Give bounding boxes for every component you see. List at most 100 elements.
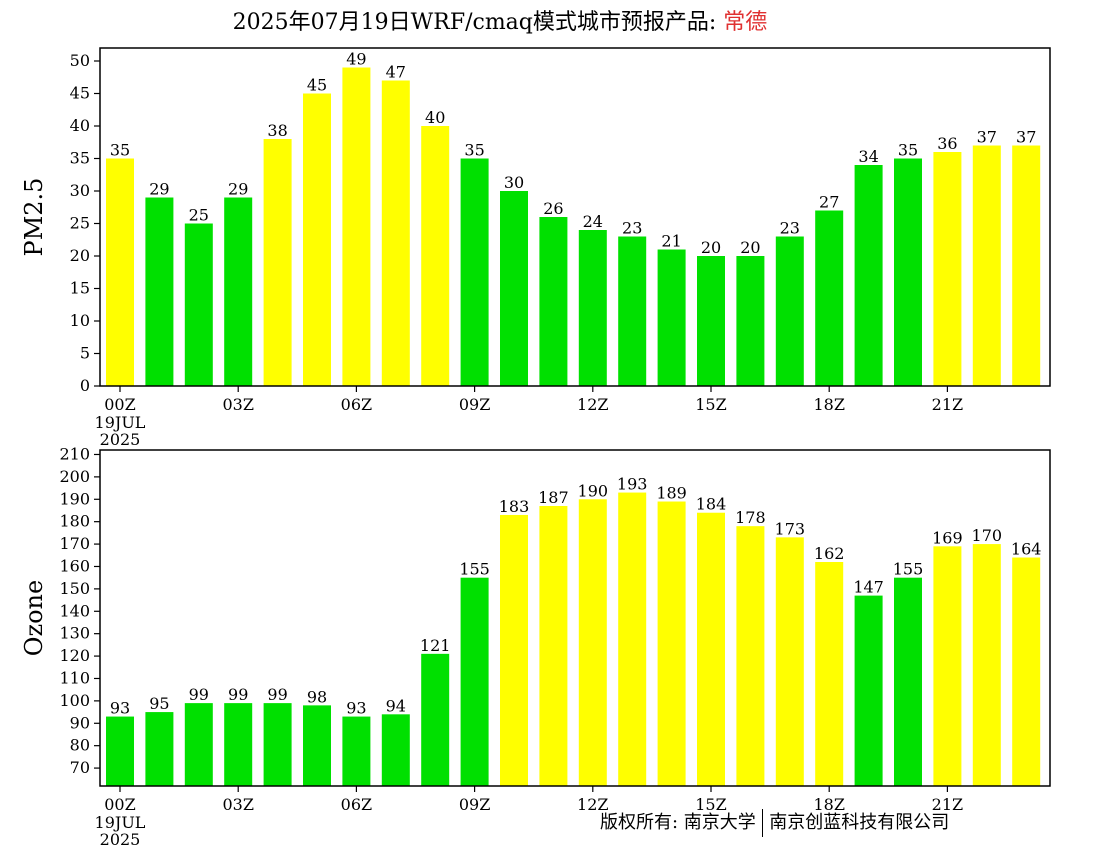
ozone-y-tick-label: 110 bbox=[59, 668, 90, 687]
ozone-bar bbox=[657, 501, 686, 786]
ozone-value-label: 94 bbox=[386, 696, 406, 715]
ozone-value-label: 147 bbox=[853, 578, 884, 597]
pm25-bar bbox=[421, 126, 450, 386]
ozone-value-label: 155 bbox=[459, 560, 490, 579]
pm25-y-tick-label: 5 bbox=[80, 344, 90, 363]
pm25-value-label: 40 bbox=[425, 108, 445, 127]
pm25-value-label: 30 bbox=[504, 173, 524, 192]
pm25-value-label: 25 bbox=[189, 206, 209, 225]
pm25-bar bbox=[618, 236, 647, 386]
ozone-value-label: 95 bbox=[149, 694, 169, 713]
ozone-plot-frame bbox=[99, 449, 1051, 787]
pm25-x-tick-label: 21Z bbox=[932, 395, 963, 414]
pm25-value-label: 47 bbox=[386, 63, 406, 82]
ozone-bar bbox=[303, 705, 331, 786]
pm25-bar bbox=[145, 197, 174, 386]
ozone-value-label: 164 bbox=[1011, 540, 1042, 559]
chart-title: 2025年07月19日WRF/cmaq模式城市预报产品: 常德 bbox=[0, 4, 1000, 36]
pm25-bar bbox=[578, 230, 607, 386]
pm25-y-tick-label: 10 bbox=[70, 311, 90, 330]
pm25-y-tick-label: 40 bbox=[70, 116, 90, 135]
pm25-value-label: 20 bbox=[701, 238, 721, 257]
ozone-y-tick-label: 120 bbox=[59, 646, 90, 665]
ozone-x-tick-label: 12Z bbox=[577, 795, 608, 814]
company-text: 南京创蓝科技有限公司 bbox=[769, 812, 950, 833]
ozone-value-label: 170 bbox=[972, 526, 1003, 545]
ozone-bar bbox=[854, 595, 883, 786]
ozone-bar bbox=[106, 716, 134, 786]
pm25-x-tick-label: 09Z bbox=[459, 395, 490, 414]
pm25-bar bbox=[697, 256, 725, 386]
ozone-x-tick-label: 09Z bbox=[459, 795, 490, 814]
ozone-value-label: 190 bbox=[578, 481, 609, 500]
pm25-bar bbox=[303, 93, 331, 386]
pm25-x-tick-label: 00Z bbox=[104, 395, 135, 414]
ozone-value-label: 178 bbox=[735, 508, 766, 527]
pm25-bar bbox=[933, 152, 962, 386]
pm25-value-label: 35 bbox=[898, 141, 918, 160]
ozone-bar bbox=[500, 514, 528, 786]
ozone-y-tick-label: 210 bbox=[59, 444, 90, 463]
pm25-value-label: 35 bbox=[464, 141, 484, 160]
ozone-date-label: 2025 bbox=[100, 830, 141, 849]
ozone-y-tick-label: 160 bbox=[59, 556, 90, 575]
ozone-value-label: 189 bbox=[656, 484, 687, 503]
pm25-value-label: 45 bbox=[307, 76, 327, 95]
pm25-y-tick-label: 20 bbox=[70, 246, 90, 265]
pm25-bar bbox=[224, 197, 253, 386]
pm25-bar bbox=[657, 249, 686, 386]
ozone-bar bbox=[381, 714, 410, 786]
pm25-date-label: 2025 bbox=[100, 430, 141, 449]
pm25-plot-frame bbox=[99, 47, 1051, 387]
ozone-bar bbox=[224, 703, 253, 786]
pm25-value-label: 36 bbox=[937, 134, 957, 153]
pm25-value-label: 24 bbox=[583, 212, 603, 231]
ozone-x-tick-label: 00Z bbox=[104, 795, 135, 814]
ozone-value-label: 93 bbox=[110, 699, 130, 718]
ozone-y-tick-label: 180 bbox=[59, 512, 90, 531]
pm25-y-tick-label: 0 bbox=[80, 376, 90, 395]
ozone-value-label: 121 bbox=[420, 636, 451, 655]
pm25-value-label: 49 bbox=[346, 50, 366, 69]
pm25-y-tick-label: 25 bbox=[70, 214, 90, 233]
ozone-value-label: 187 bbox=[538, 488, 569, 507]
pm25-bar bbox=[854, 165, 883, 386]
ozone-bar bbox=[697, 512, 725, 786]
ozone-value-label: 93 bbox=[346, 699, 366, 718]
ozone-bar bbox=[1012, 557, 1041, 786]
ozone-x-tick-label: 18Z bbox=[813, 795, 844, 814]
ozone-value-label: 98 bbox=[307, 687, 327, 706]
pm25-value-label: 23 bbox=[622, 219, 642, 238]
copyright-footer: 版权所有: 南京大学 南京创蓝科技有限公司 bbox=[600, 808, 949, 837]
ozone-x-tick-label: 21Z bbox=[932, 795, 963, 814]
pm25-value-label: 21 bbox=[661, 232, 681, 251]
ozone-y-tick-label: 70 bbox=[70, 758, 90, 777]
pm25-value-label: 23 bbox=[780, 219, 800, 238]
ozone-value-label: 173 bbox=[775, 519, 806, 538]
ozone-date-label: 19JUL bbox=[95, 813, 146, 832]
pm25-date-label: 19JUL bbox=[95, 413, 146, 432]
ozone-y-tick-label: 190 bbox=[59, 489, 90, 508]
pm25-x-tick-label: 18Z bbox=[813, 395, 844, 414]
ozone-bar bbox=[618, 492, 647, 786]
ozone-bar bbox=[736, 526, 765, 786]
ozone-bar bbox=[342, 716, 371, 786]
pm25-bar bbox=[736, 256, 765, 386]
pm25-bar bbox=[775, 236, 804, 386]
pm25-y-tick-label: 35 bbox=[70, 149, 90, 168]
ozone-y-tick-label: 100 bbox=[59, 691, 90, 710]
pm25-y-tick-label: 45 bbox=[70, 84, 90, 103]
pm25-x-tick-label: 06Z bbox=[341, 395, 372, 414]
ozone-bar bbox=[815, 562, 844, 786]
ozone-value-label: 155 bbox=[893, 560, 924, 579]
pm25-bar bbox=[539, 217, 568, 386]
pm25-bar bbox=[815, 210, 844, 386]
pm25-value-label: 20 bbox=[740, 238, 760, 257]
ozone-bar bbox=[972, 544, 1001, 786]
pm25-value-label: 37 bbox=[977, 128, 997, 147]
pm25-y-tick-label: 30 bbox=[70, 181, 90, 200]
footer-separator bbox=[761, 809, 764, 837]
title-text: 2025年07月19日WRF/cmaq模式城市预报产品: bbox=[232, 10, 724, 35]
ozone-value-label: 184 bbox=[696, 495, 727, 514]
